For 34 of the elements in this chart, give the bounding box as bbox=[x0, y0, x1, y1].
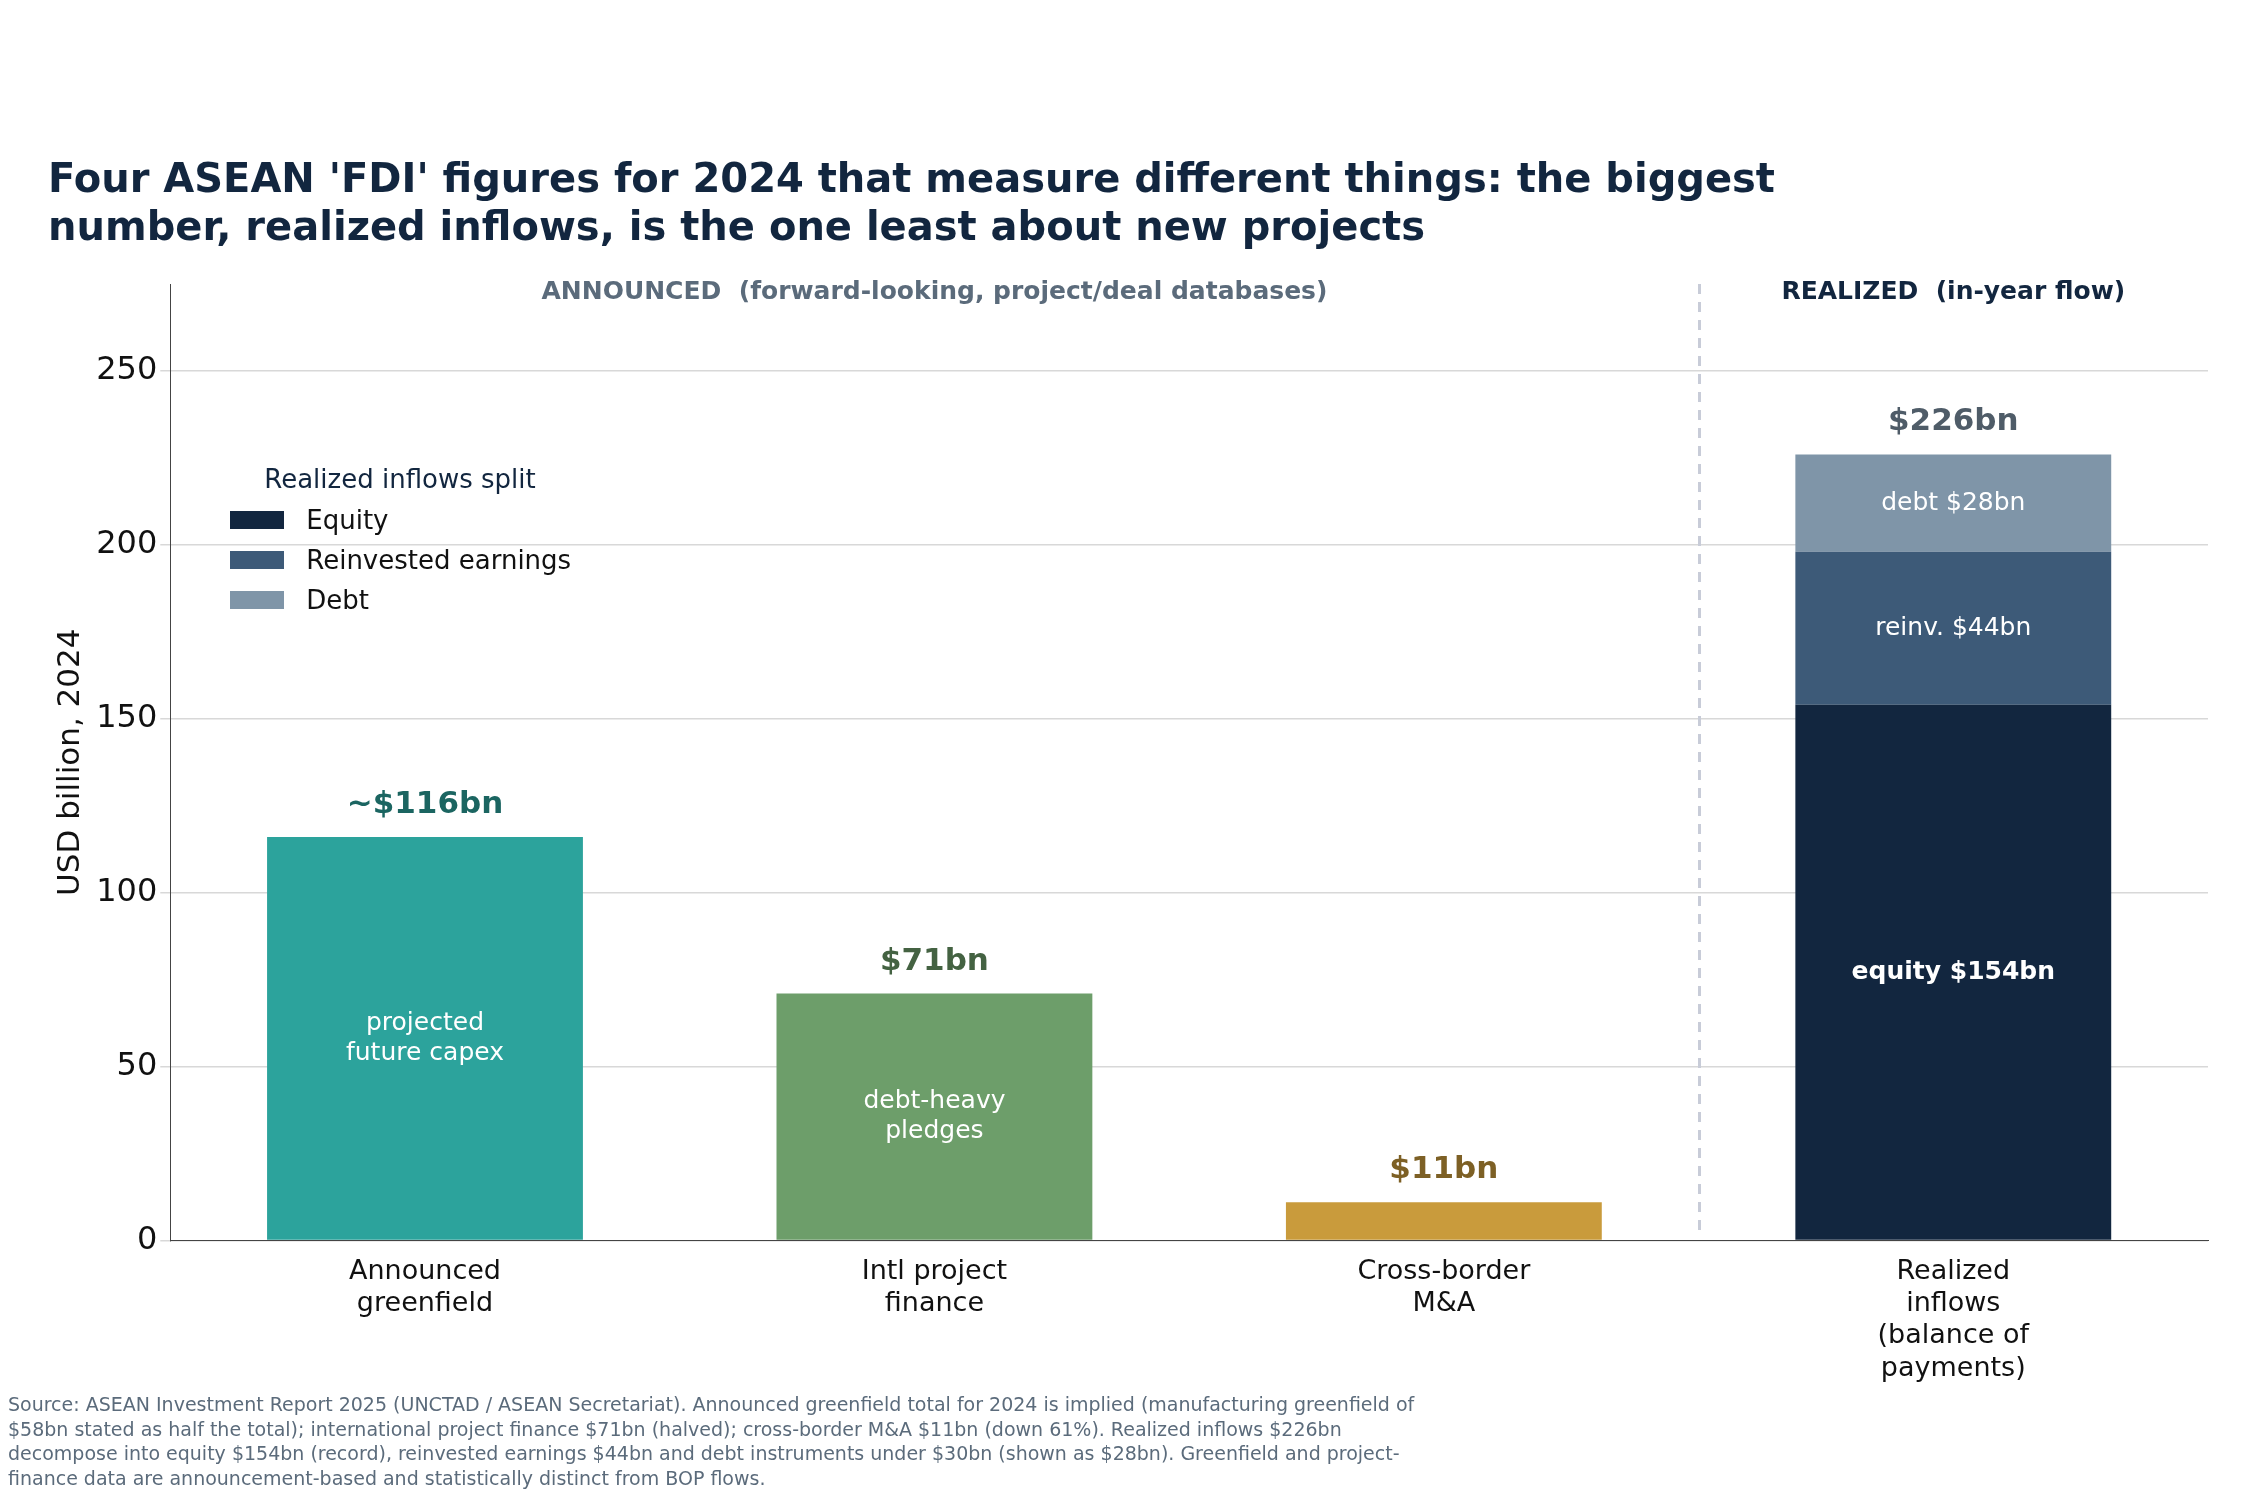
bar bbox=[1285, 1202, 1602, 1240]
annotation: projected future capex bbox=[345, 1007, 505, 1067]
y-tick-label: 200 bbox=[96, 523, 158, 562]
annotation: REALIZED (in-year flow) bbox=[1781, 275, 2126, 305]
y-tick-label: 50 bbox=[116, 1044, 158, 1083]
bar bbox=[1795, 551, 2112, 705]
total-label: $11bn bbox=[1389, 1149, 1499, 1186]
legend-title: Realized inflows split bbox=[264, 464, 537, 494]
x-tick-label: Realized inflows (balance of payments) bbox=[1877, 1253, 2031, 1382]
source-note: Source: ASEAN Investment Report 2025 (UNCTAD / ASEAN Secretariat). Announced greenfield total for 2024 is implied (manufacturing greenfield of $58bn stated as half the total); international project finance $71bn (halved); cross-border M&A $11bn (down 61%). Realized inflows $226bn decompose into equity $154bn (record), reinvested earnings $44bn and debt instruments under $30bn (shown as $28bn). Greenfield and project-finance data are announcement-based and statistically distinct from BOP flows. bbox=[8, 1392, 1416, 1491]
bar bbox=[267, 836, 583, 1240]
y-tick-label: 0 bbox=[136, 1218, 158, 1257]
x-tick-label: Announced greenfield bbox=[348, 1253, 502, 1318]
bar bbox=[1795, 454, 2112, 552]
y-axis-title: USD billion, 2024 bbox=[49, 628, 86, 896]
data-label: reinv. $44bn bbox=[1875, 611, 2032, 641]
bar bbox=[776, 993, 1093, 1240]
data-label: debt $28bn bbox=[1881, 486, 2026, 516]
data-label: equity $154bn bbox=[1851, 955, 2056, 985]
total-label: ~$116bn bbox=[346, 784, 504, 821]
legend-label: Equity bbox=[306, 505, 389, 535]
x-tick-label: Intl project finance bbox=[861, 1253, 1008, 1318]
bar bbox=[1795, 704, 2112, 1240]
annotation: debt-heavy pledges bbox=[863, 1085, 1006, 1145]
y-tick-label: 250 bbox=[96, 349, 158, 388]
total-label: $226bn bbox=[1888, 401, 2019, 438]
x-tick-label: Cross-border M&A bbox=[1357, 1253, 1532, 1318]
y-tick-label: 100 bbox=[96, 870, 158, 909]
legend-label: Reinvested earnings bbox=[306, 545, 572, 575]
y-tick-label: 150 bbox=[96, 697, 158, 736]
chart-title: Four ASEAN 'FDI' figures for 2024 that measure different things: the biggest number, realized inflows, is the one least about new projects bbox=[48, 155, 1775, 250]
total-label: $71bn bbox=[879, 940, 989, 977]
annotation: ANNOUNCED (forward-looking, project/deal databases) bbox=[541, 275, 1328, 305]
legend-label: Debt bbox=[306, 585, 369, 615]
